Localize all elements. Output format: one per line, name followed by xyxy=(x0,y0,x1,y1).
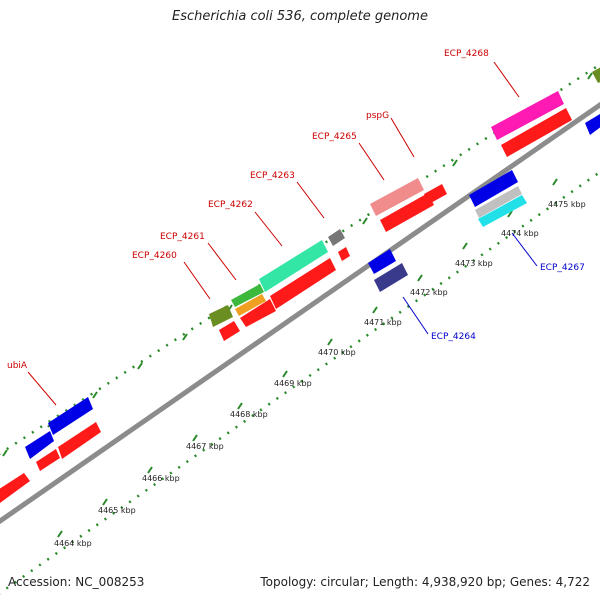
gene-block-red-pspG xyxy=(424,184,447,204)
gene-block-red-4260 xyxy=(219,321,240,341)
gene-block-lightgrey-4267 xyxy=(475,186,522,218)
scale-label-4470: 4470 kbp xyxy=(318,348,356,357)
scale-label-4473: 4473 kbp xyxy=(455,259,493,268)
gene-block-blue-4267 xyxy=(469,170,518,207)
scale-label-4464: 4464 kbp xyxy=(54,539,92,548)
gene-block-magenta-4268 xyxy=(491,91,564,140)
gene-block-red-4261 xyxy=(240,299,276,327)
gene-label-pspG: pspG xyxy=(366,111,389,121)
gene-block-blue-right xyxy=(585,114,600,135)
gene-label-ubiA: ubiA xyxy=(7,361,28,371)
scale-label-4472: 4472 kbp xyxy=(410,288,448,297)
gene-label-ECP_4264: ECP_4264 xyxy=(431,332,476,342)
gene-block-blue-ubiA-2 xyxy=(48,397,93,435)
gene-labels: ubiA ECP_4260 ECP_4261 ECP_4262 ECP_4263… xyxy=(7,49,585,371)
scale-label-4467: 4467 kbp xyxy=(186,442,224,451)
inner-tick-track xyxy=(0,170,600,595)
gene-block-blue-4264a xyxy=(368,249,396,274)
gene-block-orange-4261 xyxy=(235,294,266,316)
gene-block-red-ubiA-2 xyxy=(58,422,101,459)
scale-labels: 4464 kbp 4465 kbp 4466 kbp 4467 kbp 4468… xyxy=(54,200,586,548)
gene-label-ECP_4262: ECP_4262 xyxy=(208,200,253,210)
inner-major-ticks xyxy=(57,178,558,538)
gene-block-navy-4264 xyxy=(374,263,408,292)
gene-label-ECP_4263: ECP_4263 xyxy=(250,171,295,181)
scale-label-4466: 4466 kbp xyxy=(142,474,180,483)
scale-label-4475: 4475 kbp xyxy=(548,200,586,209)
accession-label: Accession: NC_008253 xyxy=(8,575,145,589)
gene-block-pink-4265 xyxy=(370,178,424,216)
gene-label-ECP_4265: ECP_4265 xyxy=(312,132,357,142)
gene-block-red-left xyxy=(0,473,30,503)
scale-label-4469: 4469 kbp xyxy=(274,379,312,388)
gene-block-green-4261 xyxy=(231,284,264,307)
scale-label-4474: 4474 kbp xyxy=(501,229,539,238)
map-title: Escherichia coli 536, complete genome xyxy=(172,9,428,24)
gene-block-red-4268 xyxy=(501,108,572,157)
forward-genes xyxy=(0,67,600,503)
gene-block-red-4265 xyxy=(380,193,434,232)
gene-block-blue-ubiA-1 xyxy=(25,431,54,459)
gene-block-teal-4262 xyxy=(259,240,328,292)
gene-block-olive-right xyxy=(592,67,600,83)
gene-block-red-4263 xyxy=(338,247,350,261)
gene-label-ECP_4267: ECP_4267 xyxy=(540,263,585,273)
gene-block-olive xyxy=(209,305,233,327)
genome-summary: Topology: circular; Length: 4,938,920 bp… xyxy=(260,575,590,589)
genome-backbone xyxy=(0,101,600,525)
gene-label-ECP_4260: ECP_4260 xyxy=(132,251,177,261)
scale-label-4468: 4468 kbp xyxy=(230,410,268,419)
gene-block-cyan-4267 xyxy=(478,195,527,227)
scale-label-4465: 4465 kbp xyxy=(98,506,136,515)
gene-block-red-4262 xyxy=(270,258,336,309)
gene-block-red-ubiA-1 xyxy=(36,449,60,471)
gene-block-grey-4263 xyxy=(328,229,345,246)
gene-label-ECP_4268: ECP_4268 xyxy=(444,49,489,59)
label-connectors xyxy=(27,61,538,406)
scale-label-4471: 4471 kbp xyxy=(364,318,402,327)
gene-label-ECP_4261: ECP_4261 xyxy=(160,232,205,242)
reverse-genes xyxy=(368,114,600,292)
